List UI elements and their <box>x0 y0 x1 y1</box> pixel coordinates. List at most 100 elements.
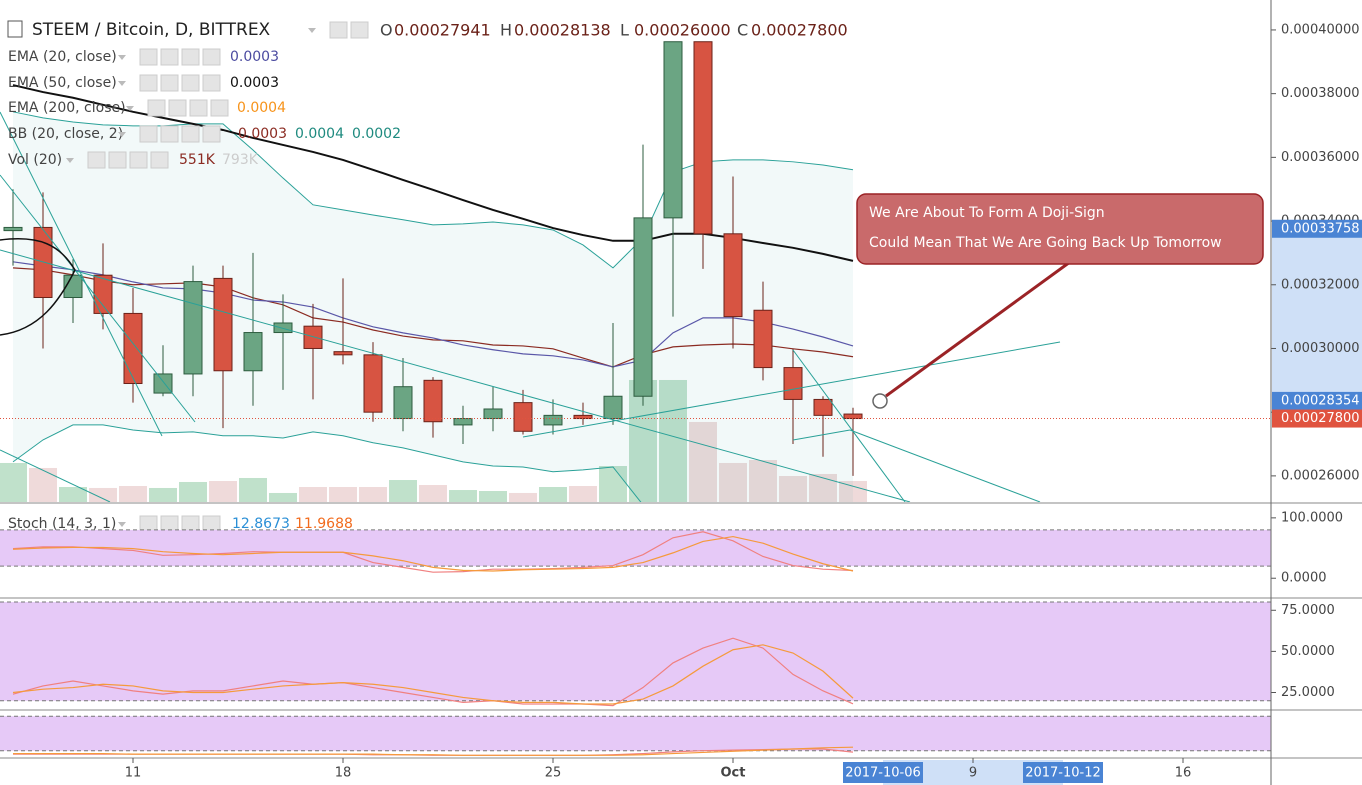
candle-body <box>813 398 833 416</box>
volume-bar <box>179 481 207 502</box>
ohlc-value: 0.00027800 <box>751 21 848 40</box>
legend-value: 793K <box>222 152 259 168</box>
annotation-text: Could Mean That We Are Going Back Up Tom… <box>869 235 1222 251</box>
date-marker-label: 2017-10-12 <box>1025 766 1101 781</box>
legend-icon <box>181 48 200 66</box>
volume-bar <box>839 480 867 502</box>
y-tick-label: 0.00036000 <box>1281 150 1360 165</box>
y-tick-label: 0.00032000 <box>1281 277 1360 292</box>
annotation-text: We Are About To Form A Doji-Sign <box>869 205 1105 221</box>
x-tick-label: 18 <box>335 766 352 781</box>
price-tag-label: 0.00033758 <box>1281 221 1360 236</box>
volume-bar <box>239 477 267 502</box>
y-tick-label: 75.0000 <box>1281 603 1335 618</box>
candle-body <box>33 226 53 299</box>
main-panel <box>0 41 1271 502</box>
legend-value: 0.0004 <box>295 126 344 142</box>
trendline <box>0 111 163 437</box>
volume-bar <box>719 462 747 502</box>
legend-name: EMA (200, close) <box>8 100 126 116</box>
candle-body <box>633 217 653 397</box>
trendline <box>0 449 111 502</box>
legend-value: 11.9688 <box>295 516 353 532</box>
stoch-band <box>0 716 1271 751</box>
candle-body <box>333 351 353 356</box>
legend-value: 12.8673 <box>232 516 290 532</box>
trendlines <box>0 111 1061 502</box>
volume-bar <box>59 486 87 502</box>
trendline <box>522 341 1061 438</box>
stoch-line <box>13 746 854 756</box>
candle-body <box>363 354 383 413</box>
legend-name: EMA (50, close) <box>8 75 117 91</box>
trendline <box>0 174 196 423</box>
candle-body <box>783 367 803 400</box>
candle-body <box>3 226 23 232</box>
stoch-line <box>12 637 854 707</box>
volume-bar <box>119 486 147 502</box>
legend-name: BB (20, close, 2) <box>8 126 123 142</box>
candle-body <box>213 277 233 372</box>
date-marker-label: 2017-10-06 <box>845 766 921 781</box>
y-tick-label: 0.00030000 <box>1281 341 1360 356</box>
volume-bar <box>479 491 507 502</box>
candle-body <box>393 386 413 420</box>
ohlc-value: 0.00027941 <box>394 21 491 40</box>
price-tag <box>1272 409 1362 428</box>
legend-icon <box>87 151 106 169</box>
candle-body <box>483 408 503 420</box>
volume-bar <box>299 486 327 502</box>
legend-caret <box>118 132 126 137</box>
volume-bar <box>539 486 567 502</box>
stoch-panel <box>0 601 1271 707</box>
trendline <box>792 349 906 502</box>
volume-bar <box>329 486 357 502</box>
x-tick-label: 25 <box>545 766 562 781</box>
volume-bar <box>149 487 177 502</box>
candle-body <box>723 233 743 318</box>
legend-caret <box>308 28 316 33</box>
legend-caret <box>66 158 74 163</box>
x-tick-label: 11 <box>125 766 142 781</box>
x-tick-label: Oct <box>721 766 746 781</box>
legend-value: 0.0003 <box>238 126 287 142</box>
annotation-anchor <box>872 393 888 409</box>
title-icon <box>7 20 23 38</box>
y-tick-label: 0.0000 <box>1281 571 1327 586</box>
y-tick-label: 0.00026000 <box>1281 468 1360 483</box>
y-tick-label: 25.0000 <box>1281 685 1335 700</box>
volume-bar <box>809 473 837 502</box>
candle-body <box>303 325 323 349</box>
legend-caret <box>126 106 134 111</box>
volume-bar <box>0 462 27 502</box>
volume-bar <box>779 476 807 502</box>
volume-bar <box>209 481 237 502</box>
ohlc-name: O <box>380 21 393 40</box>
legend-value: 0.0003 <box>230 75 279 91</box>
volume-bar <box>89 487 117 502</box>
stoch-band <box>0 602 1271 701</box>
legend-icon <box>108 151 127 169</box>
legend-icon <box>129 151 148 169</box>
volume-bar <box>449 490 477 502</box>
legend-value: 551K <box>179 152 216 168</box>
y-tick-label: 0.00040000 <box>1281 22 1360 37</box>
ohlc-name: H <box>500 21 512 40</box>
volume-bar <box>599 466 627 502</box>
legend-icon <box>202 74 221 92</box>
annotation-box <box>856 193 1264 265</box>
stoch-line <box>12 644 854 705</box>
candle-body <box>453 418 473 426</box>
legend-icon <box>168 99 187 117</box>
candle-body <box>423 379 443 423</box>
legend-icon <box>139 74 158 92</box>
volume-bar <box>389 480 417 502</box>
volume-bar <box>359 486 387 502</box>
price-range-band <box>1272 228 1362 401</box>
volume-bar <box>569 486 597 502</box>
volume-bar <box>29 467 57 502</box>
ohlc-name: L <box>620 21 629 40</box>
chart-title: STEEM / Bitcoin, D, BITTREX <box>32 20 271 40</box>
